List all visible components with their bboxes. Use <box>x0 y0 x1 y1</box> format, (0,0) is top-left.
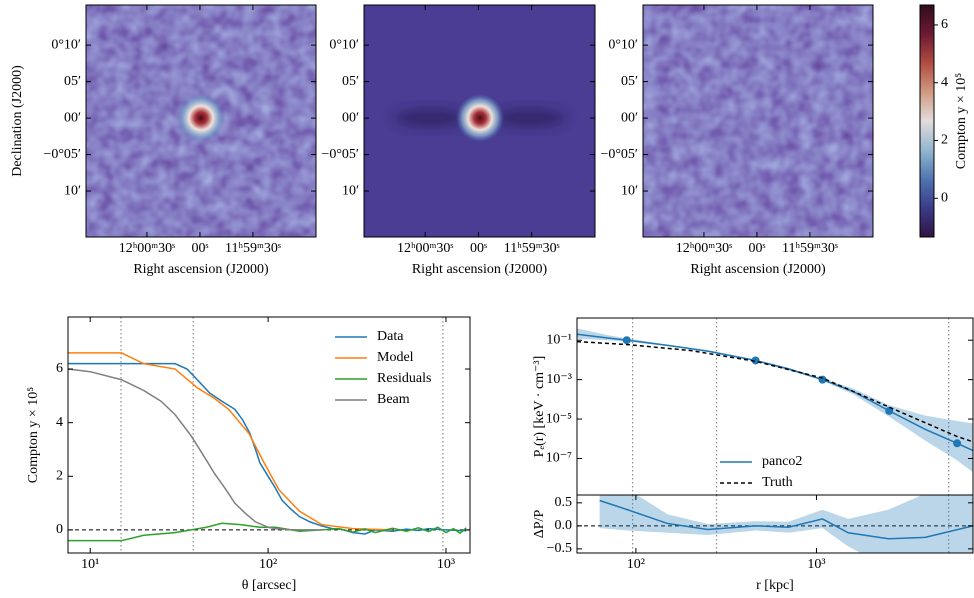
x-tick-label: 10² <box>259 557 277 572</box>
y-tick-label: 0 <box>56 522 63 537</box>
colorbar <box>920 5 934 237</box>
data-point <box>885 406 894 415</box>
y-axis-label: Compton y × 10⁵ <box>26 387 41 484</box>
y-axis-label: Pₑ(r) [keV · cm⁻³] <box>532 356 547 458</box>
x-tick-label: 00ˢ <box>191 241 208 256</box>
y-tick-label: 10′ <box>621 183 638 198</box>
map-model <box>364 5 595 237</box>
colorbar-frame <box>919 4 935 238</box>
y-tick-label: 00′ <box>64 110 81 125</box>
y-tick-label: 05′ <box>342 74 359 89</box>
axes-frame <box>642 4 874 238</box>
series-line <box>68 352 393 531</box>
y-tick-label: 10⁻³ <box>546 372 572 387</box>
x-tick-label: 10³ <box>807 557 825 572</box>
y-tick-label: 0.5 <box>555 495 573 510</box>
x-tick-label: 10² <box>627 557 645 572</box>
x-axis-label: Right ascension (J2000) <box>690 262 826 277</box>
y-axis-label: ΔP/P <box>532 510 547 539</box>
panel: 0 2 4 6 10¹ 10² 10³ θ [arcsec] Compton y × 10⁵ Da… <box>26 316 471 593</box>
map-image <box>643 5 873 237</box>
x-tick-label: 00ˢ <box>748 241 765 256</box>
series-line <box>68 522 467 542</box>
series-line <box>68 362 467 535</box>
legend-label: panco2 <box>762 454 802 469</box>
series-line <box>599 499 973 540</box>
y-tick-label: 10′ <box>342 183 359 198</box>
x-tick-label: 00ˢ <box>470 241 487 256</box>
x-tick-label: 10¹ <box>81 557 99 572</box>
data-point <box>622 336 631 345</box>
panel: 0°10′ 05′ 00′ −0°05′ 10′ 12ʰ00ᵐ30ˢ 00ˢ 11ʰ59ᵐ30… <box>600 4 874 277</box>
x-tick-label: 11ʰ59ᵐ30ˢ <box>504 241 560 256</box>
axes-frame <box>85 4 317 238</box>
series-line <box>68 368 322 531</box>
data-point <box>953 439 962 448</box>
panel: 0.5 0.0 −0.5 10² 10³ r [kpc] ΔP/P <box>532 494 974 593</box>
axes-frame <box>67 316 471 554</box>
y-tick-label: 10⁻¹ <box>546 332 572 347</box>
x-tick-label: 11ʰ59ᵐ30ˢ <box>225 241 281 256</box>
legend-label: Model <box>377 350 414 365</box>
legend-label: Residuals <box>377 371 431 386</box>
y-tick-label: 2 <box>941 133 948 148</box>
map-residual <box>643 5 873 237</box>
cluster-peak <box>177 94 225 142</box>
panel: 10⁻¹ 10⁻³ 10⁻⁵ 10⁻⁷Pₑ(r) [keV · cm⁻³] panco2… <box>532 317 974 496</box>
y-tick-label: 0°10′ <box>51 37 81 52</box>
x-axis-label: r [kpc] <box>756 578 794 593</box>
x-tick-label: 12ʰ00ᵐ30ˢ <box>676 241 732 256</box>
y-tick-label: 05′ <box>621 74 638 89</box>
y-tick-label: 4 <box>941 75 948 90</box>
decrement-lobe <box>494 109 566 127</box>
legend-label: Data <box>377 329 404 344</box>
y-tick-label: 05′ <box>64 74 81 89</box>
y-tick-label: 0 <box>941 191 948 206</box>
x-axis-label: θ [arcsec] <box>242 578 297 593</box>
y-tick-label: 6 <box>56 361 63 376</box>
y-axis-label: Compton y × 10⁵ <box>954 73 969 170</box>
y-tick-label: 10⁻⁵ <box>546 411 572 426</box>
plot-area <box>577 495 973 553</box>
y-tick-label: 0°10′ <box>608 37 638 52</box>
x-axis-label: Right ascension (J2000) <box>412 262 548 277</box>
panel: 0 2 4 6 Compton y × 10⁵ <box>919 4 969 238</box>
panel: 0°10′ 05′ 00′ −0°05′ 10′ 12ʰ00ᵐ30ˢ 00ˢ 11ʰ59ᵐ30… <box>321 4 596 277</box>
legend-label: Beam <box>377 392 410 407</box>
panel: 0°10′ 05′ 00′ −0°05′ 10′ 12ʰ00ᵐ30ˢ 00ˢ 11ʰ59ᵐ30… <box>10 4 317 277</box>
uncertainty-band <box>599 495 973 553</box>
plot-area <box>68 317 470 553</box>
y-tick-label: 0°10′ <box>329 37 359 52</box>
map-data <box>86 5 316 237</box>
x-axis-label: Right ascension (J2000) <box>133 262 269 277</box>
y-tick-label: −0°05′ <box>321 147 359 162</box>
y-tick-label: 6 <box>941 17 948 32</box>
y-tick-label: −0°05′ <box>43 147 81 162</box>
y-tick-label: −0.5 <box>547 541 572 556</box>
axes-frame <box>576 494 974 554</box>
x-tick-label: 10³ <box>437 557 455 572</box>
y-tick-label: 10′ <box>64 183 81 198</box>
y-tick-label: 00′ <box>621 110 638 125</box>
x-tick-label: 11ʰ59ᵐ30ˢ <box>782 241 838 256</box>
x-tick-label: 12ʰ00ᵐ30ˢ <box>397 241 453 256</box>
y-tick-label: 4 <box>56 415 63 430</box>
y-tick-label: −0°05′ <box>600 147 638 162</box>
y-tick-label: 0.0 <box>555 518 573 533</box>
y-axis-label: Declination (J2000) <box>10 65 25 177</box>
legend-label: Truth <box>762 475 793 490</box>
y-tick-label: 10⁻⁷ <box>546 451 572 466</box>
plot-area <box>577 318 973 495</box>
y-tick-label: 00′ <box>342 110 359 125</box>
cluster-peak <box>456 94 504 142</box>
axes-frame <box>363 4 596 238</box>
decrement-lobe <box>394 109 466 127</box>
series-line <box>577 333 973 452</box>
x-tick-label: 12ʰ00ᵐ30ˢ <box>119 241 175 256</box>
uncertainty-band <box>577 328 973 473</box>
y-tick-label: 2 <box>56 469 63 484</box>
